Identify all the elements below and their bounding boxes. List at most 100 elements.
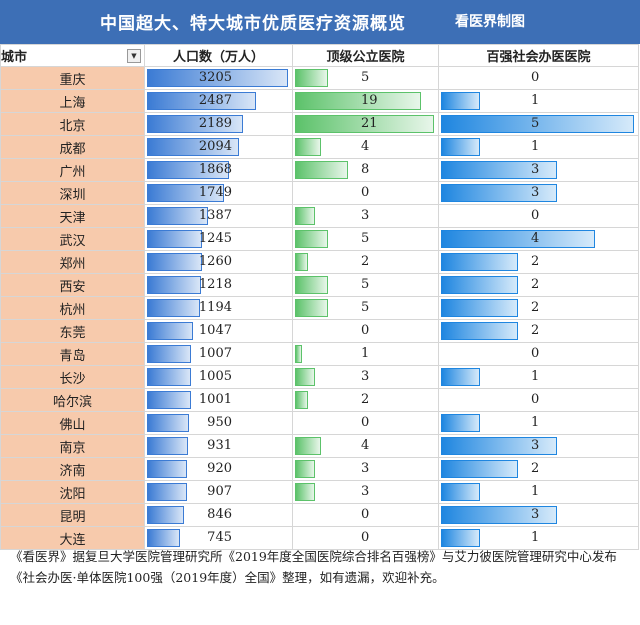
top-public-cell: 2 [292, 250, 439, 274]
top-public-value: 4 [361, 139, 370, 154]
private-value: 1 [531, 530, 540, 545]
private-value: 2 [531, 323, 540, 338]
private-value: 3 [531, 185, 540, 200]
column-header-city-label: 城市 [1, 50, 28, 65]
top-public-cell: 0 [292, 319, 439, 343]
column-header-city[interactable]: 城市 ▼ [0, 44, 145, 67]
private-cell: 1 [438, 526, 639, 550]
top-public-bar [295, 161, 348, 179]
table-row: 济南 920 3 2 [0, 457, 639, 481]
city-cell: 沈阳 [0, 480, 145, 504]
private-value: 1 [531, 484, 540, 499]
population-value: 1007 [198, 346, 232, 361]
column-header-top-public: 顶级公立医院 [292, 44, 439, 67]
title-bar: 中国超大、特大城市优质医疗资源概览 看医界制图 [0, 0, 640, 44]
private-cell: 0 [438, 204, 639, 228]
table-row: 广州 1868 8 3 [0, 158, 639, 182]
private-cell: 2 [438, 273, 639, 297]
top-public-value: 0 [361, 507, 370, 522]
top-public-value: 21 [361, 116, 378, 131]
population-bar [147, 414, 189, 432]
private-bar [441, 138, 480, 156]
header-row: 城市 ▼ 人口数（万人） 顶级公立医院 百强社会办医医院 [0, 44, 639, 67]
private-value: 1 [531, 93, 540, 108]
population-cell: 2094 [144, 135, 293, 159]
private-value: 5 [531, 116, 540, 131]
private-value: 3 [531, 162, 540, 177]
top-public-cell: 4 [292, 434, 439, 458]
private-bar [441, 368, 480, 386]
population-bar [147, 92, 256, 110]
private-cell: 0 [438, 66, 639, 90]
city-cell: 天津 [0, 204, 145, 228]
population-cell: 2487 [144, 89, 293, 113]
city-cell: 重庆 [0, 66, 145, 90]
private-bar [441, 460, 518, 478]
table-row: 东莞 1047 0 2 [0, 319, 639, 343]
table-row: 重庆 3205 5 0 [0, 66, 639, 90]
population-bar [147, 506, 184, 524]
population-value: 2487 [198, 93, 232, 108]
top-public-cell: 0 [292, 503, 439, 527]
credit-label: 看医界制图 [455, 14, 525, 30]
table-row: 深圳 1749 0 3 [0, 181, 639, 205]
top-public-cell: 5 [292, 227, 439, 251]
private-value: 0 [531, 208, 540, 223]
top-public-cell: 8 [292, 158, 439, 182]
population-bar [147, 184, 224, 202]
table-row: 天津 1387 3 0 [0, 204, 639, 228]
footer-note: 《看医界》据复旦大学医院管理研究所《2019年度全国医院综合排名百强榜》与艾力彼… [10, 549, 617, 585]
population-bar [147, 115, 243, 133]
private-value: 1 [531, 415, 540, 430]
private-value: 3 [531, 438, 540, 453]
top-public-cell: 21 [292, 112, 439, 136]
population-cell: 931 [144, 434, 293, 458]
table-row: 佛山 950 0 1 [0, 411, 639, 435]
table-row: 南京 931 4 3 [0, 434, 639, 458]
population-bar [147, 207, 208, 225]
private-value: 1 [531, 139, 540, 154]
top-public-cell: 19 [292, 89, 439, 113]
table-row: 沈阳 907 3 1 [0, 480, 639, 504]
private-value: 2 [531, 461, 540, 476]
table-row: 上海 2487 19 1 [0, 89, 639, 113]
table-row: 昆明 846 0 3 [0, 503, 639, 527]
private-bar [441, 529, 480, 547]
private-cell: 1 [438, 365, 639, 389]
population-value: 1260 [198, 254, 232, 269]
top-public-bar [295, 345, 302, 363]
dropdown-arrow-icon[interactable]: ▼ [127, 49, 141, 63]
private-value: 0 [531, 346, 540, 361]
population-value: 920 [207, 461, 232, 476]
city-cell: 北京 [0, 112, 145, 136]
top-public-bar [295, 391, 308, 409]
top-public-bar [295, 460, 315, 478]
table-row: 郑州 1260 2 2 [0, 250, 639, 274]
city-cell: 成都 [0, 135, 145, 159]
private-cell: 3 [438, 158, 639, 182]
private-bar [441, 483, 480, 501]
top-public-value: 5 [361, 277, 370, 292]
city-cell: 郑州 [0, 250, 145, 274]
population-value: 1047 [198, 323, 232, 338]
top-public-cell: 0 [292, 181, 439, 205]
private-value: 4 [531, 231, 540, 246]
top-public-value: 2 [361, 254, 370, 269]
population-value: 1868 [198, 162, 232, 177]
top-public-cell: 4 [292, 135, 439, 159]
private-bar [441, 299, 518, 317]
population-value: 3205 [198, 70, 232, 85]
population-cell: 3205 [144, 66, 293, 90]
population-value: 1005 [198, 369, 232, 384]
table-row: 武汉 1245 5 4 [0, 227, 639, 251]
private-cell: 2 [438, 319, 639, 343]
private-cell: 3 [438, 181, 639, 205]
private-cell: 0 [438, 342, 639, 366]
private-bar [441, 184, 557, 202]
top-public-value: 0 [361, 530, 370, 545]
population-value: 1001 [198, 392, 232, 407]
top-public-bar [295, 138, 321, 156]
private-bar [441, 161, 557, 179]
private-value: 0 [531, 70, 540, 85]
population-value: 907 [207, 484, 232, 499]
